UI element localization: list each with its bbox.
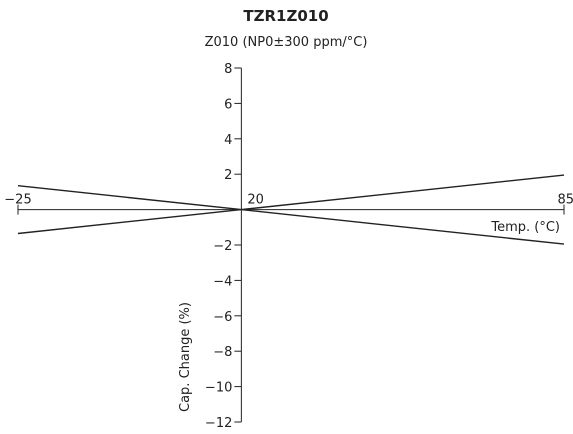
y-ticks: 8 6 4 2 −2 −4 −6 −8 −10 −12 (205, 62, 242, 431)
chart-title: TZR1Z010 (243, 7, 328, 25)
x-tick-label: −25 (4, 193, 31, 208)
series-line-1 (17, 185, 565, 245)
series-line-2 (17, 174, 565, 235)
y-tick-label: −2 (213, 239, 232, 254)
y-tick-label: −6 (213, 310, 232, 325)
x-tick-label: 85 (557, 193, 573, 208)
y-tick-label: 2 (224, 168, 232, 183)
y-tick-label: 8 (224, 62, 232, 77)
axes (18, 68, 564, 422)
y-tick-label: 6 (224, 97, 232, 112)
y-tick-label: −4 (213, 274, 232, 289)
x-tick-label: 20 (247, 193, 264, 208)
y-tick-label: 4 (224, 133, 232, 148)
y-tick-label: −10 (205, 381, 232, 396)
series-lines (17, 174, 565, 245)
y-tick-label: −12 (205, 416, 232, 431)
x-ticks: −25 20 85 (4, 193, 573, 215)
y-axis-label: Cap. Change (%) (178, 302, 193, 412)
y-tick-label: −8 (213, 345, 232, 360)
chart-subtitle: Z010 (NP0±300 ppm/°C) (205, 35, 368, 50)
x-axis-label: Temp. (°C) (490, 220, 560, 235)
